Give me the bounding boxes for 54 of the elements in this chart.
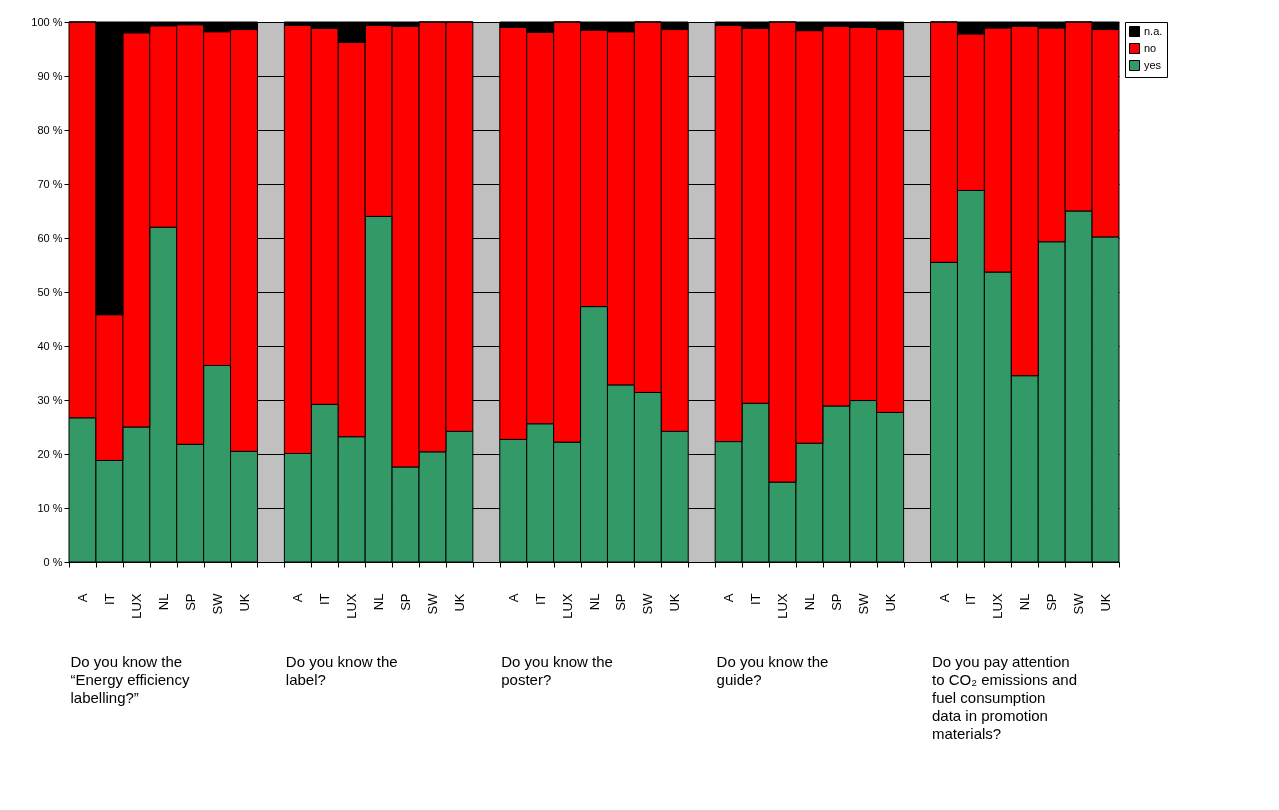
x-tick-label: UK (451, 593, 467, 612)
y-tick-label: 50 % (37, 285, 63, 298)
text: Do you know the “Energy efficiency labelling?” (70, 653, 190, 706)
x-tick-label: UK (1098, 593, 1114, 612)
x-tick-label: IT (532, 593, 548, 606)
x-tick-label: SP (828, 593, 844, 611)
x-tick-label: A (290, 593, 306, 603)
x-tick-label: UK (667, 593, 683, 612)
legend-label: no (1144, 41, 1157, 54)
y-tick-label: 80 % (37, 123, 63, 136)
text: Do you pay attention to CO₂ emissions and fuel consumption data in promotion materials? (932, 653, 1078, 742)
x-tick-label: SW (424, 592, 440, 615)
x-tick-label: SW (640, 592, 656, 615)
x-tick-label: A (74, 593, 90, 603)
x-tick-label: IT (748, 593, 764, 606)
x-tick-label: LUX (128, 593, 144, 619)
text: Do you know the guide? (716, 653, 829, 688)
text: Do you know the label? (285, 653, 398, 688)
y-tick-label: 40 % (37, 339, 63, 352)
y-tick-label: 60 % (37, 231, 63, 244)
x-tick-label: NL (371, 593, 387, 611)
x-tick-label: NL (586, 593, 602, 611)
text: Do you know the poster? (501, 653, 613, 688)
x-tick-label: SP (182, 593, 198, 611)
y-tick-label: 90 % (37, 69, 63, 82)
x-tick-label: NL (155, 593, 171, 611)
x-tick-label: LUX (990, 593, 1006, 619)
y-tick-label: 0 % (43, 555, 63, 568)
x-tick-label: NL (1017, 593, 1033, 611)
y-tick-label: 70 % (37, 177, 63, 190)
x-tick-label: UK (882, 593, 898, 612)
x-tick-label: IT (101, 593, 117, 606)
y-tick-label: 20 % (37, 447, 63, 460)
x-tick-label: LUX (344, 593, 360, 619)
y-tick-label: 10 % (37, 501, 63, 514)
x-tick-label: A (505, 593, 521, 603)
x-tick-label: A (721, 593, 737, 603)
y-tick-label: 100 % (31, 15, 63, 28)
x-tick-label: SW (209, 592, 225, 615)
x-tick-label: SP (398, 593, 414, 611)
x-tick-label: IT (963, 593, 979, 606)
x-tick-label: SW (1071, 592, 1087, 615)
x-tick-label: SP (613, 593, 629, 611)
x-tick-label: A (936, 593, 952, 603)
legend-label: yes (1144, 58, 1162, 71)
x-tick-label: NL (801, 593, 817, 611)
legend-label: n.a. (1144, 24, 1163, 37)
x-tick-label: LUX (559, 593, 575, 619)
x-tick-label: IT (317, 593, 333, 606)
x-tick-label: LUX (774, 593, 790, 619)
x-tick-label: UK (236, 593, 252, 612)
x-tick-label: SW (855, 592, 871, 615)
x-tick-label: SP (1044, 593, 1060, 611)
y-tick-label: 30 % (37, 393, 63, 406)
